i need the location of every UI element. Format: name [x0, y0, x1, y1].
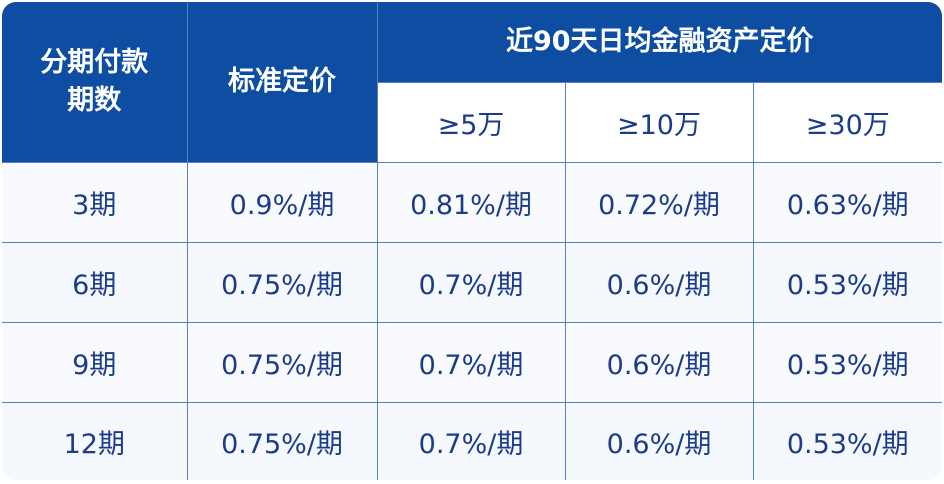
asset-pricing-group-header: 近90天日均金融资产定价: [376, 2, 942, 83]
tier-5w-rate-cell: 0.7%/期: [376, 241, 566, 323]
table-row: 9期 0.75%/期 0.7%/期 0.6%/期 0.53%/期: [2, 321, 942, 403]
standard-rate-cell: 0.75%/期: [186, 321, 378, 403]
tier-10w-rate-cell: 0.6%/期: [564, 321, 754, 403]
tier-10w-rate-cell: 0.6%/期: [564, 401, 754, 480]
standard-rate-cell: 0.75%/期: [186, 241, 378, 323]
tier-5w-rate-cell: 0.7%/期: [376, 321, 566, 403]
standard-price-header-label: 标准定价: [228, 65, 336, 97]
standard-price-header: 标准定价: [186, 2, 378, 163]
tier-10w-rate-cell: 0.72%/期: [564, 161, 754, 243]
table-row: 12期 0.75%/期 0.7%/期 0.6%/期 0.53%/期: [2, 401, 942, 480]
term-cell: 12期: [2, 401, 188, 480]
term-header-label: 分期付款 期数: [40, 46, 149, 116]
term-cell: 3期: [2, 161, 188, 243]
tier-30w-rate-cell: 0.63%/期: [752, 161, 942, 243]
header-row-tiers: ≥5万 ≥10万 ≥30万: [2, 81, 942, 163]
term-cell: 9期: [2, 321, 188, 403]
tier-30w-rate-cell: 0.53%/期: [752, 241, 942, 323]
tier-30w-rate-cell: 0.53%/期: [752, 401, 942, 480]
tier-10w-rate-cell: 0.6%/期: [564, 241, 754, 323]
table-row: 3期 0.9%/期 0.81%/期 0.72%/期 0.63%/期: [2, 161, 942, 243]
tier-30w-rate-cell: 0.53%/期: [752, 321, 942, 403]
standard-rate-cell: 0.9%/期: [186, 161, 378, 243]
tier-header-10w: ≥10万: [564, 81, 754, 163]
tier-5w-rate-cell: 0.7%/期: [376, 401, 566, 480]
tier-header-5w: ≥5万: [377, 81, 566, 163]
standard-rate-cell: 0.75%/期: [186, 401, 378, 480]
tier-header-30w: ≥30万: [752, 81, 942, 163]
term-header: 分期付款 期数: [2, 2, 188, 163]
term-cell: 6期: [2, 241, 188, 323]
asset-pricing-group-label: 近90天日均金融资产定价: [505, 25, 814, 57]
table-row: 6期 0.75%/期 0.7%/期 0.6%/期 0.53%/期: [2, 241, 942, 323]
tier-5w-rate-cell: 0.81%/期: [376, 161, 566, 243]
header-row-top: 分期付款 期数 标准定价 近90天日均金融资产定价: [2, 2, 942, 163]
